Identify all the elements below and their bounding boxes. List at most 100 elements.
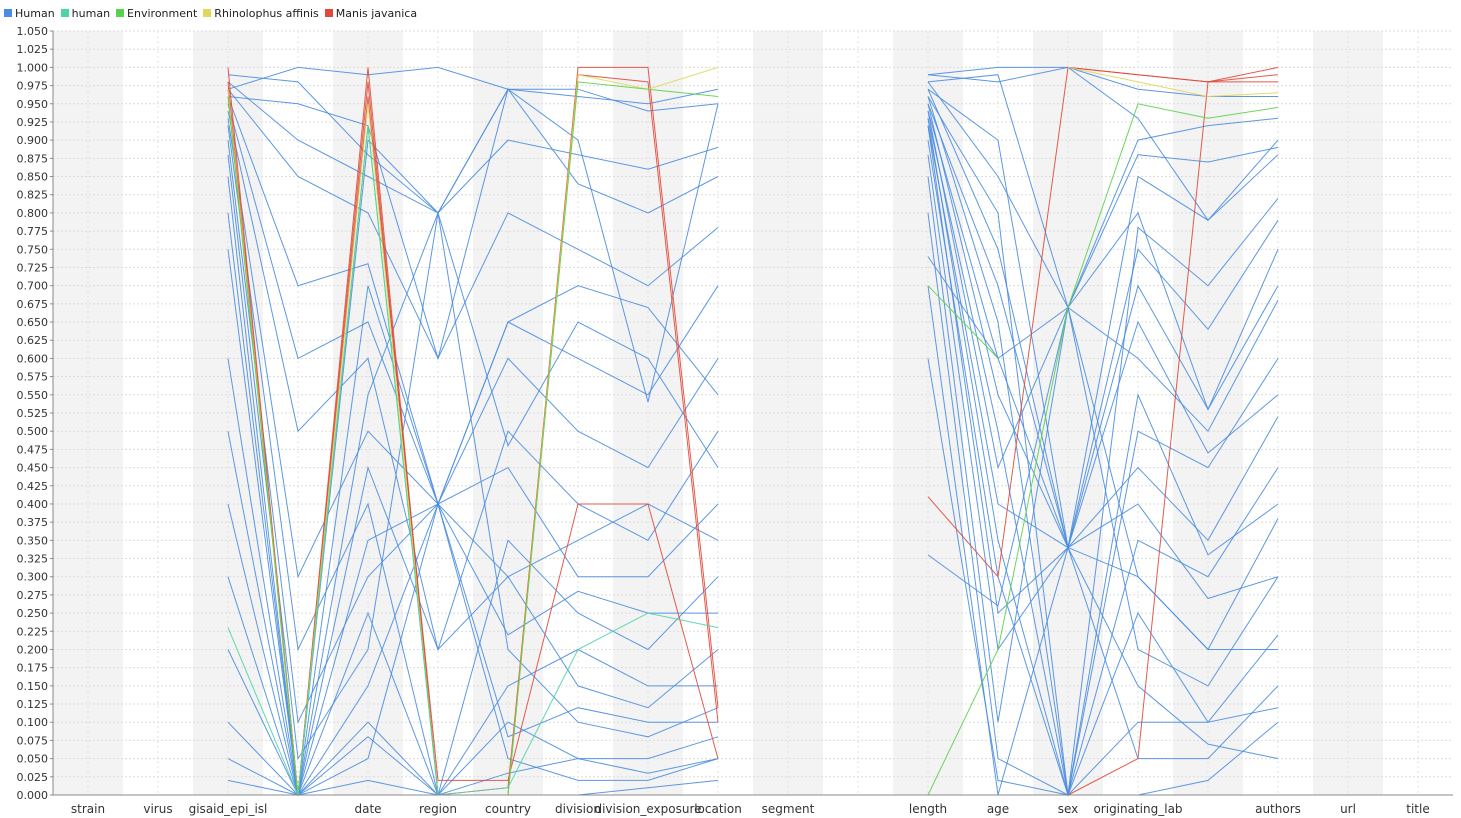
series-line (927, 154, 1279, 651)
series-line (927, 125, 1279, 549)
y-tick-label: 0.725 (17, 261, 49, 274)
series-line (227, 465, 719, 797)
series-line (227, 502, 718, 796)
axis-label-url: url (1340, 802, 1356, 816)
legend-swatch (4, 9, 12, 17)
series-line (227, 125, 719, 796)
series-line (927, 96, 1279, 796)
series-line (927, 118, 1279, 797)
axis-label-segment: segment (762, 802, 815, 816)
series-line (927, 118, 1279, 796)
y-tick-label: 0.275 (17, 589, 49, 602)
y-tick-label: 0.000 (17, 789, 49, 802)
legend-label: human (71, 6, 111, 20)
legend-item-environment[interactable]: Environment (116, 7, 197, 20)
legend-item-human-lowercase[interactable]: human (60, 6, 111, 20)
legend-item-rhinolophus-affinis[interactable]: Rhinolophus affinis (203, 6, 319, 20)
y-tick-label: 0.800 (17, 207, 49, 220)
series-line (927, 212, 1279, 796)
y-tick-label: 0.675 (17, 298, 49, 311)
y-tick-label: 0.700 (17, 280, 49, 293)
axis-label-location: location (694, 802, 742, 816)
y-tick-label: 0.225 (17, 625, 49, 638)
y-tick-label: 0.075 (17, 734, 49, 747)
series-line (927, 74, 1279, 309)
legend-label: Manis javanica (335, 6, 418, 20)
series-line (927, 88, 1279, 550)
series-line (227, 140, 719, 724)
series-line (227, 211, 719, 796)
axis-label-gisaid-epi-isl: gisaid_epi_isl (189, 802, 268, 816)
y-tick-label: 0.125 (17, 698, 49, 711)
legend-swatch (324, 9, 333, 17)
axis-label-division-exposure: division_exposure (594, 802, 701, 816)
series-line (927, 66, 1279, 222)
y-tick-label: 0.575 (17, 371, 49, 384)
y-tick-label: 1.025 (17, 43, 49, 56)
legend-item-human[interactable]: Human (4, 7, 55, 20)
series-line (227, 81, 719, 214)
legend-label: Human (15, 6, 55, 20)
y-tick-label: 0.375 (17, 516, 49, 529)
y-tick-label: 0.650 (17, 316, 49, 329)
axis-label-strain: strain (71, 802, 105, 816)
y-tick-label: 1.000 (17, 61, 49, 74)
series-line (1067, 66, 1279, 83)
series-line (927, 88, 1279, 548)
y-tick-label: 0.975 (17, 80, 49, 93)
y-tick-label: 0.775 (17, 225, 49, 238)
y-tick-label: 0.875 (17, 152, 49, 165)
series-line (927, 103, 1279, 550)
series-line (227, 176, 719, 797)
axis-label-title: title (1406, 802, 1429, 816)
y-tick-label: 0.250 (17, 607, 49, 620)
series-line (227, 285, 719, 796)
legend-swatch (203, 9, 212, 17)
series-line (227, 88, 719, 360)
y-tick-label: 0.350 (17, 534, 49, 547)
legend-item-manis-javanica[interactable]: Manis javanica (324, 6, 418, 20)
series-line (227, 118, 719, 579)
axis-label-region: region (419, 802, 457, 816)
y-tick-label: 0.825 (17, 189, 49, 202)
axis-label-virus: virus (143, 802, 172, 816)
axis-label-length: length (909, 802, 947, 816)
y-tick-label: 0.400 (17, 498, 49, 511)
y-tick-label: 0.450 (17, 462, 49, 475)
axis-label-originating-lab: originating_lab (1093, 802, 1182, 816)
y-tick-label: 0.425 (17, 480, 49, 493)
y-tick-label: 0.750 (17, 243, 49, 256)
axis-label-division: division (555, 802, 601, 816)
series-line (227, 611, 718, 797)
y-tick-label: 0.500 (17, 425, 49, 438)
y-tick-label: 0.050 (17, 753, 49, 766)
y-tick-label: 0.900 (17, 134, 49, 147)
series-line (228, 736, 719, 796)
y-tick-label: 0.150 (17, 680, 49, 693)
series-line (1067, 66, 1279, 98)
series-line (927, 176, 1279, 723)
series-line (227, 212, 719, 796)
series-line (227, 125, 719, 796)
axis-label-date: date (354, 802, 381, 816)
legend-swatch (116, 9, 125, 17)
y-tick-label: 0.525 (17, 407, 49, 420)
series-line (927, 146, 1279, 607)
y-tick-label: 0.175 (17, 662, 49, 675)
series-line (927, 103, 1279, 796)
series-line (927, 140, 1279, 797)
series-line (927, 219, 1279, 550)
legend-label: Environment (127, 6, 198, 20)
y-tick-label: 0.600 (17, 352, 49, 365)
series-line (927, 96, 1279, 796)
y-tick-label: 0.625 (17, 334, 49, 347)
series-line (927, 285, 999, 359)
series-line (1067, 81, 1278, 796)
chart-legend: Human human Environment Rhinolophus affi… (4, 5, 423, 21)
y-tick-label: 0.550 (17, 389, 49, 402)
legend-swatch (60, 9, 69, 17)
axis-label-age: age (987, 802, 1009, 816)
legend-label: Rhinolophus affinis (214, 6, 319, 20)
y-tick-label: 0.025 (17, 771, 49, 784)
